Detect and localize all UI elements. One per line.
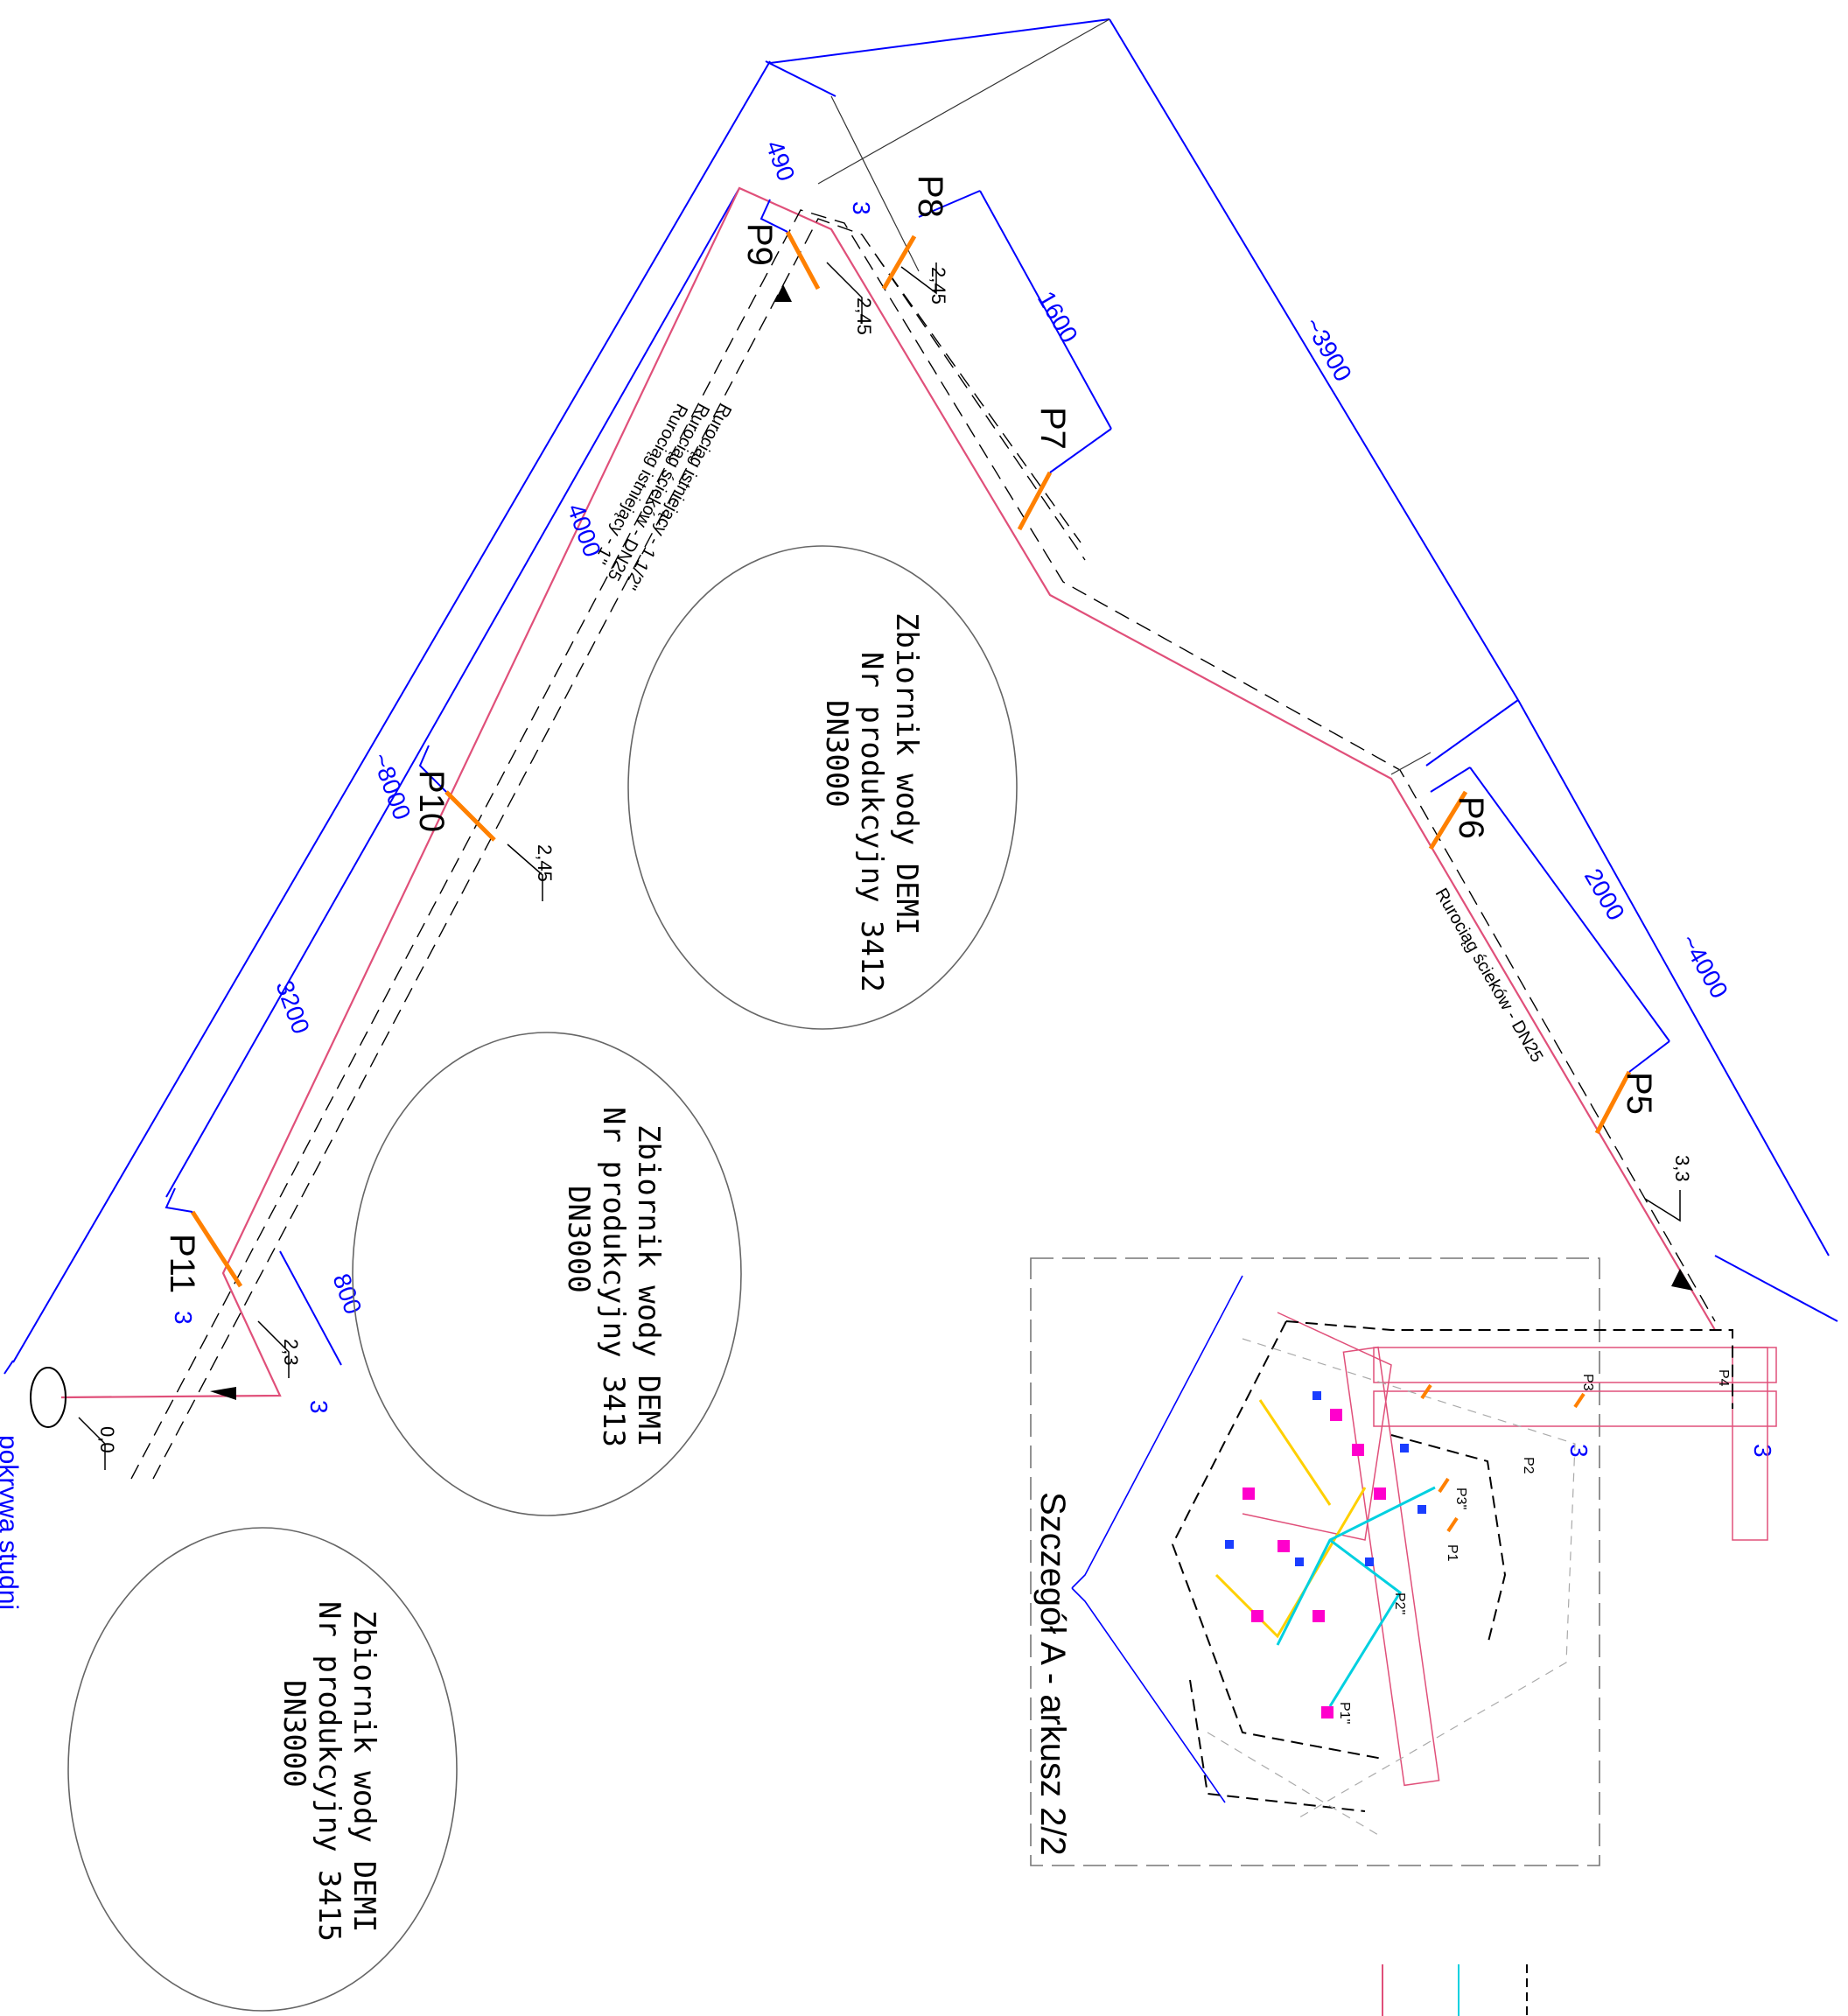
tank-number: Nr produkcyjny 3415 xyxy=(312,1601,346,1942)
pipe-label: Rurociąg ścieków - DN25 xyxy=(1432,886,1547,1066)
tank-diameter: DN3000 xyxy=(276,1680,312,1788)
point-label-p6: P6 xyxy=(1452,796,1490,839)
section-mark-3: 3 xyxy=(305,1400,332,1414)
tank-name: Zbiornik wody DEMI xyxy=(631,1124,666,1446)
tank-number: Nr produkcyjny 3412 xyxy=(854,652,889,992)
elevation-label: 2,3 xyxy=(280,1339,302,1366)
elevation-label: 2,45 xyxy=(534,844,556,882)
detail-cyan-pipes xyxy=(1276,1486,1436,1707)
tank-3415: Zbiornik wody DEMI Nr produkcyjny 3415 D… xyxy=(67,1527,458,2012)
section-mark-3: 3 xyxy=(170,1311,197,1325)
detail-a-frame: Szczegół A - arkusz 2/2 xyxy=(1030,1257,1777,1866)
elevation-label: 2,45 xyxy=(853,298,875,335)
detail-point-markers xyxy=(1420,1383,1586,1533)
manhole-cover: pokrywa studni xyxy=(0,1360,66,1610)
tank-name: Zbiornik wody DEMI xyxy=(889,612,924,934)
detail-yellow-pipes xyxy=(1214,1399,1367,1639)
detail-point-p2b: P2" xyxy=(1392,1592,1407,1614)
detail-structure xyxy=(1171,1320,1733,1812)
dimension-lines xyxy=(12,18,1838,1366)
detail-title: Szczegół A - arkusz 2/2 xyxy=(1033,1492,1072,1856)
manhole-label: pokrywa studni xyxy=(0,1435,23,1610)
detail-point-p1: P1 xyxy=(1445,1544,1460,1562)
dim-2000: 2000 xyxy=(1579,864,1630,925)
tank-name: Zbiornik wody DEMI xyxy=(346,1610,382,1932)
dim-3200: 3200 xyxy=(270,976,314,1037)
detail-valves xyxy=(1242,1409,1386,1718)
tank-diameter: DN3000 xyxy=(561,1186,596,1293)
elevation-label: 0,0 xyxy=(96,1426,118,1453)
detail-point-p2: P2 xyxy=(1521,1457,1536,1474)
detail-point-p1b: P1" xyxy=(1337,1702,1352,1724)
dim-800: 800 xyxy=(327,1270,367,1318)
detail-point-p3b: P3" xyxy=(1453,1488,1468,1509)
pipe-route xyxy=(60,186,1716,1399)
dim-490: 490 xyxy=(760,136,800,185)
tank-number: Nr produkcyjny 3413 xyxy=(596,1107,631,1447)
point-tag-brackets xyxy=(164,190,1670,1213)
elevation-symbols xyxy=(78,262,1681,1470)
point-label-p9: P9 xyxy=(740,223,779,266)
detail-dimension-lines xyxy=(1071,1275,1243,1803)
point-label-p7: P7 xyxy=(1033,407,1072,450)
elevation-label: 3,3 xyxy=(1671,1155,1693,1182)
flow-arrows xyxy=(210,284,1693,1400)
tank-diameter: DN3000 xyxy=(819,700,854,808)
detail-point-p4: P4 xyxy=(1716,1369,1731,1387)
detail-point-p3: P3 xyxy=(1580,1374,1595,1391)
detail-fittings xyxy=(1225,1391,1426,1566)
section-mark-3: 3 xyxy=(1565,1444,1592,1458)
point-label-p11: P11 xyxy=(163,1234,201,1293)
dim-4000b: ~4000 xyxy=(1676,930,1733,1004)
tank-3413: Zbiornik wody DEMI Nr produkcyjny 3413 D… xyxy=(352,1032,742,1516)
elevation-label: 2,45 xyxy=(928,267,949,304)
dim-1600: 1600 xyxy=(1032,287,1083,347)
section-mark-3: 3 xyxy=(848,201,875,215)
tank-3412: Zbiornik wody DEMI Nr produkcyjny 3412 D… xyxy=(627,545,1018,1030)
point-label-p5: P5 xyxy=(1620,1072,1658,1115)
dim-8000: ~8000 xyxy=(367,749,416,823)
pipe-label: Rurociąg ścieków - DN25 xyxy=(604,401,713,584)
detail-beams xyxy=(1242,1312,1777,1787)
point-markers xyxy=(190,230,1632,1288)
construction-lines xyxy=(817,18,1432,775)
point-label-p10: P10 xyxy=(412,770,451,832)
point-label-p8: P8 xyxy=(911,175,949,218)
legend-lines xyxy=(1382,1964,1528,2016)
detail-footprint xyxy=(1207,1338,1576,1838)
section-mark-3: 3 xyxy=(1749,1444,1776,1458)
